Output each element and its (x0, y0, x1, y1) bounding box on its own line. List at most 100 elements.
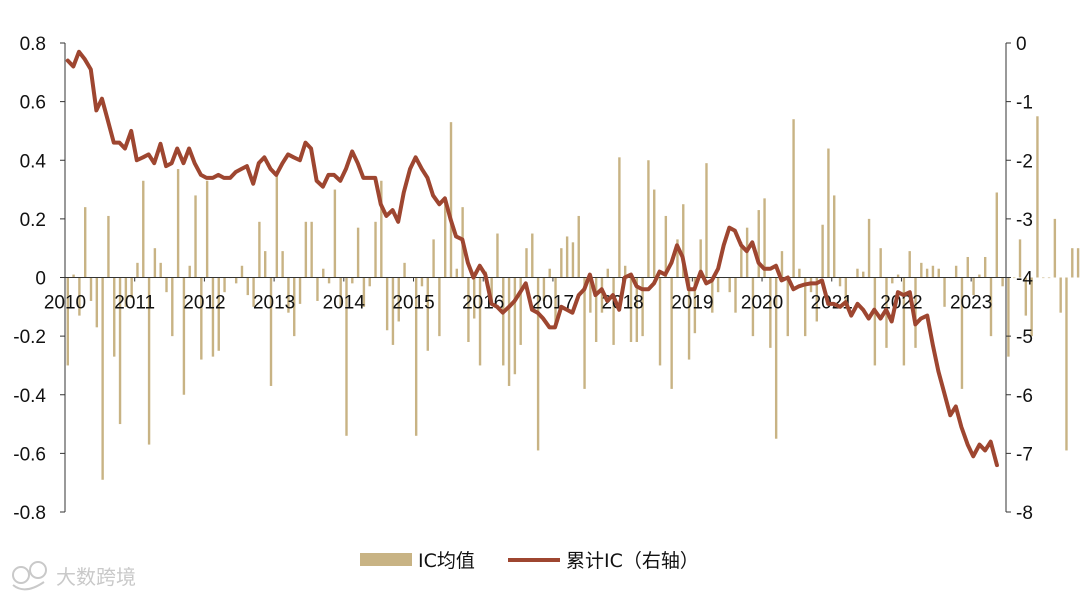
ic-bar (275, 174, 279, 278)
ic-bar (716, 277, 720, 293)
cumulative-ic-line (65, 49, 999, 468)
right-tick-label: -1 (1016, 93, 1033, 114)
ic-bar (803, 277, 807, 337)
ic-bar (983, 256, 987, 278)
ic-bar (682, 204, 685, 278)
ic-bar (72, 274, 75, 278)
ic-bar (414, 277, 418, 436)
ic-bar (1042, 277, 1045, 279)
ic-bar (159, 262, 162, 278)
legend-label-cumulative-ic: 累计IC（右轴） (566, 550, 699, 572)
ic-bar (542, 277, 546, 301)
ic-bar (165, 277, 168, 293)
ic-bar (101, 277, 104, 480)
ic-bar (1030, 277, 1033, 337)
ic-bar (606, 268, 609, 278)
x-tick-label: 2011 (114, 293, 155, 314)
ic-bar (1024, 277, 1028, 316)
ic-bar (130, 277, 133, 299)
ic-bar (304, 221, 308, 278)
ic-bar (989, 277, 993, 337)
ic-bar (507, 277, 511, 386)
ic-bar (118, 277, 122, 425)
ic-bar (223, 277, 226, 293)
ic-bar (978, 274, 981, 278)
legend: IC均值 累计IC（右轴） (360, 550, 699, 572)
right-tick-label: 0 (1016, 34, 1027, 55)
ic-bar (693, 277, 697, 334)
x-tick-label: 2019 (671, 293, 713, 314)
ic-bar (327, 277, 331, 284)
left-axis-ticks: 0.8 0.6 0.4 0.2 0 -0.2 -0.4 -0.6 -0.8 (13, 34, 65, 524)
ic-bar (792, 119, 795, 278)
ic-bar (264, 251, 267, 278)
ic-bar (496, 233, 499, 278)
ic-bar (862, 271, 865, 278)
ic-bar (641, 277, 644, 337)
ic-bar (972, 277, 975, 296)
ic-bar (937, 268, 940, 278)
ic-bar (699, 239, 702, 278)
ic-bar (473, 277, 476, 319)
ic-bar (670, 277, 673, 389)
ic-bar (113, 277, 116, 357)
ic-bar (589, 277, 592, 313)
ic-bar (774, 277, 778, 439)
ic-bar (1065, 277, 1068, 451)
ic-bar (171, 277, 174, 337)
ic-bar (368, 277, 371, 287)
ic-bar (397, 277, 400, 322)
ic-bar (664, 215, 668, 278)
ic-bar (385, 277, 389, 331)
ic-bar (856, 268, 859, 278)
ic-bar (734, 277, 737, 313)
x-tick-label: 2015 (392, 293, 434, 314)
ic-bar (908, 251, 911, 278)
ic-bar (560, 248, 563, 278)
left-tick-label: 0.4 (20, 151, 47, 172)
left-tick-label: 0.6 (20, 93, 46, 114)
x-tick-label: 2020 (741, 293, 783, 314)
ic-bar (629, 277, 633, 342)
ic-bar (525, 248, 528, 278)
ic-bar (147, 277, 151, 445)
ic-bar (577, 215, 580, 278)
ic-bar (676, 239, 679, 278)
ic-bar (107, 215, 110, 278)
ic-bar (780, 251, 784, 278)
ic-bar (444, 198, 447, 278)
ic-bar (757, 210, 760, 278)
legend-swatch-ic-mean (360, 553, 412, 566)
ic-bar (1013, 277, 1016, 279)
right-tick-label: -4 (1016, 269, 1033, 290)
ic-bar (142, 180, 145, 278)
ic-bar (298, 277, 302, 304)
x-tick-label: 2012 (183, 293, 225, 314)
x-tick-label: 2014 (323, 293, 366, 314)
left-tick-label: -0.6 (13, 444, 46, 465)
ic-bar (182, 277, 186, 395)
ic-bar (374, 221, 377, 278)
ic-bar (815, 277, 818, 322)
ic-bar (943, 277, 946, 307)
ic-bar (647, 160, 650, 278)
ic-bar (536, 277, 540, 451)
right-tick-label: -2 (1016, 151, 1033, 172)
ic-bar (339, 277, 342, 307)
watermark-text: 大数跨境 (56, 565, 136, 589)
ic-bar (658, 277, 662, 366)
ic-bar (531, 233, 534, 278)
ic-bar (751, 277, 755, 337)
ic-bar (205, 180, 209, 278)
ic-bar (176, 169, 180, 278)
right-tick-label: -6 (1016, 386, 1033, 407)
ic-bar (548, 268, 551, 278)
left-tick-label: -0.2 (13, 327, 46, 348)
ic-bar (896, 274, 900, 278)
ic-bar (954, 265, 958, 278)
ic-bar (432, 239, 435, 278)
ic-bar (1036, 116, 1039, 278)
ic-bar (763, 198, 766, 278)
ic-bar (554, 277, 557, 325)
